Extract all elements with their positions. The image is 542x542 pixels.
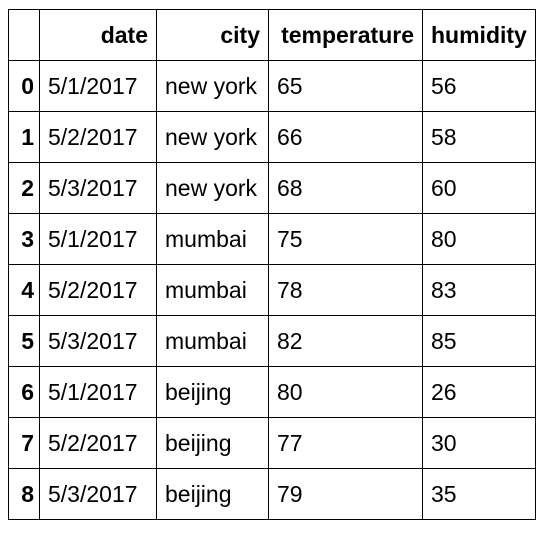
cell-date: 5/1/2017 [39,213,157,265]
cell-city: new york [156,60,269,112]
cell-humidity: 30 [422,417,536,469]
table-body: 0 5/1/2017 new york 65 56 1 5/2/2017 new… [8,60,536,520]
cell-city: beijing [156,468,269,520]
cell-humidity: 60 [422,162,536,214]
cell-humidity: 35 [422,468,536,520]
cell-date: 5/1/2017 [39,366,157,418]
cell-city: new york [156,162,269,214]
cell-temperature: 66 [268,111,423,163]
table-row: 2 5/3/2017 new york 68 60 [8,162,536,214]
row-index: 5 [8,315,40,367]
header-row: date city temperature humidity [8,9,536,61]
cell-humidity: 80 [422,213,536,265]
table-row: 4 5/2/2017 mumbai 78 83 [8,264,536,316]
cell-date: 5/1/2017 [39,60,157,112]
cell-city: new york [156,111,269,163]
cell-temperature: 78 [268,264,423,316]
cell-temperature: 65 [268,60,423,112]
cell-humidity: 85 [422,315,536,367]
row-index: 7 [8,417,40,469]
cell-humidity: 26 [422,366,536,418]
cell-temperature: 82 [268,315,423,367]
row-index: 8 [8,468,40,520]
header-temperature: temperature [268,9,423,61]
table-row: 6 5/1/2017 beijing 80 26 [8,366,536,418]
cell-date: 5/3/2017 [39,162,157,214]
cell-city: mumbai [156,264,269,316]
cell-date: 5/2/2017 [39,111,157,163]
table-row: 0 5/1/2017 new york 65 56 [8,60,536,112]
cell-temperature: 68 [268,162,423,214]
header-index [8,9,40,61]
cell-humidity: 56 [422,60,536,112]
row-index: 0 [8,60,40,112]
table-row: 5 5/3/2017 mumbai 82 85 [8,315,536,367]
cell-date: 5/2/2017 [39,417,157,469]
cell-temperature: 80 [268,366,423,418]
cell-date: 5/3/2017 [39,468,157,520]
dataframe-table: date city temperature humidity 0 5/1/201… [8,9,536,520]
cell-humidity: 83 [422,264,536,316]
cell-humidity: 58 [422,111,536,163]
table-row: 3 5/1/2017 mumbai 75 80 [8,213,536,265]
cell-city: mumbai [156,213,269,265]
cell-temperature: 79 [268,468,423,520]
table-header: date city temperature humidity [8,9,536,61]
row-index: 3 [8,213,40,265]
cell-city: mumbai [156,315,269,367]
cell-city: beijing [156,366,269,418]
table-row: 7 5/2/2017 beijing 77 30 [8,417,536,469]
header-date: date [39,9,157,61]
header-humidity: humidity [422,9,536,61]
table-row: 1 5/2/2017 new york 66 58 [8,111,536,163]
cell-temperature: 75 [268,213,423,265]
cell-temperature: 77 [268,417,423,469]
cell-date: 5/3/2017 [39,315,157,367]
header-city: city [156,9,269,61]
row-index: 6 [8,366,40,418]
table-row: 8 5/3/2017 beijing 79 35 [8,468,536,520]
row-index: 2 [8,162,40,214]
row-index: 1 [8,111,40,163]
cell-date: 5/2/2017 [39,264,157,316]
row-index: 4 [8,264,40,316]
cell-city: beijing [156,417,269,469]
